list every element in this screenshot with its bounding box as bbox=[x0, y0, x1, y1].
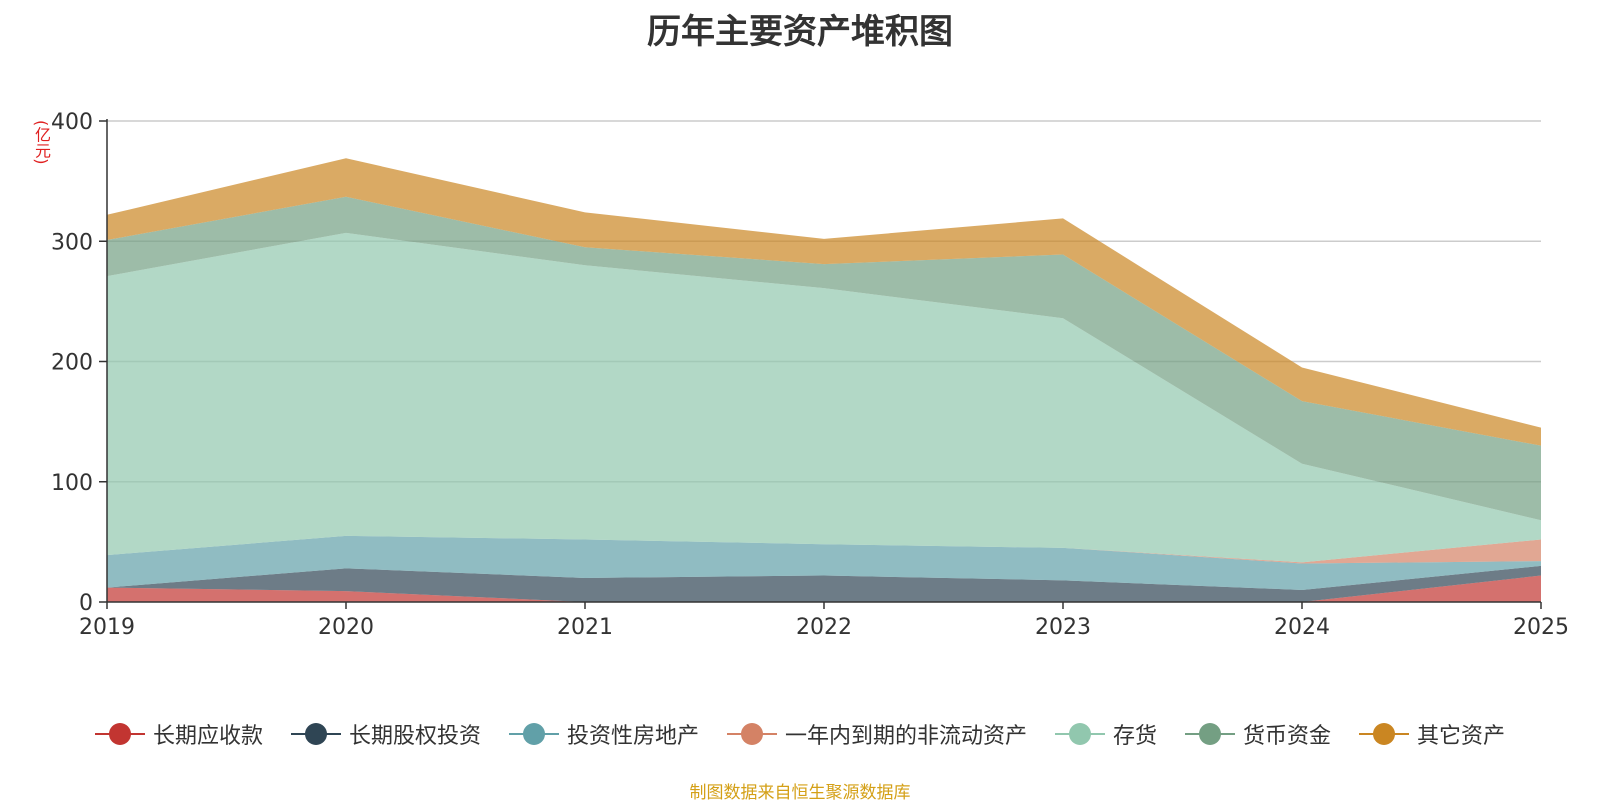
y-tick-label: 0 bbox=[79, 591, 93, 616]
y-tick-label: 400 bbox=[51, 110, 93, 135]
x-tick-label: 2022 bbox=[796, 615, 852, 640]
x-tick-label: 2025 bbox=[1513, 615, 1569, 640]
x-tick-label: 2023 bbox=[1035, 615, 1091, 640]
legend-label: 长期股权投资 bbox=[348, 724, 481, 749]
area-存货[interactable] bbox=[107, 232, 1541, 563]
axes: 0 100 200 300 400 2019 2020 2021 2022 2023 2024 202… bbox=[51, 110, 1569, 640]
legend-dot bbox=[1373, 723, 1396, 745]
legend-label: 货币资金 bbox=[1243, 724, 1332, 749]
y-tick-label: 200 bbox=[51, 351, 93, 376]
legend-marker-icon bbox=[726, 722, 777, 746]
x-tick-label: 2020 bbox=[318, 615, 374, 640]
y-tick-label: 100 bbox=[51, 471, 93, 496]
legend: 长期应收款 长期股权投资 投资性房地产 一年内到期的非流动资产 存货 货币资金 其它资产 bbox=[0, 718, 1600, 750]
legend-item[interactable]: 一年内到期的非流动资产 bbox=[726, 718, 1027, 750]
legend-dot bbox=[304, 723, 327, 745]
legend-item[interactable]: 其它资产 bbox=[1359, 718, 1505, 750]
legend-label: 投资性房地产 bbox=[566, 724, 699, 749]
area-货币资金[interactable] bbox=[107, 196, 1541, 521]
area-投资性房地产[interactable] bbox=[107, 535, 1541, 590]
y-axis-unit-label: (亿元) bbox=[32, 120, 51, 165]
legend-label: 存货 bbox=[1113, 724, 1158, 749]
legend-dot bbox=[1199, 723, 1222, 745]
legend-item[interactable]: 存货 bbox=[1055, 718, 1157, 750]
legend-dot bbox=[1069, 723, 1091, 745]
legend-item[interactable]: 长期应收款 bbox=[94, 718, 263, 750]
x-tick-label: 2024 bbox=[1274, 615, 1330, 640]
area-长期股权投资[interactable] bbox=[107, 565, 1541, 602]
legend-marker-icon bbox=[94, 722, 145, 746]
area-series bbox=[107, 158, 1541, 602]
source-note: 制图数据来自恒生聚源数据库 bbox=[689, 783, 911, 803]
legend-marker-icon bbox=[1055, 722, 1105, 746]
legend-marker-icon bbox=[1359, 722, 1410, 746]
legend-item[interactable]: 货币资金 bbox=[1185, 718, 1331, 750]
legend-label: 长期应收款 bbox=[152, 724, 263, 749]
legend-label: 其它资产 bbox=[1417, 724, 1506, 749]
legend-marker-icon bbox=[1185, 722, 1236, 746]
legend-dot bbox=[522, 723, 545, 745]
legend-label: 一年内到期的非流动资产 bbox=[784, 724, 1027, 749]
x-tick-label: 2021 bbox=[557, 615, 613, 640]
area-一年内到期的非流动资产[interactable] bbox=[107, 535, 1541, 564]
x-tick-label: 2019 bbox=[79, 615, 135, 640]
chart-title: 历年主要资产堆积图 bbox=[647, 12, 953, 52]
legend-item[interactable]: 长期股权投资 bbox=[290, 718, 481, 750]
legend-marker-icon bbox=[508, 722, 559, 746]
area-长期应收款[interactable] bbox=[107, 575, 1541, 602]
area-其它资产[interactable] bbox=[107, 158, 1541, 446]
legend-item[interactable]: 投资性房地产 bbox=[508, 718, 699, 750]
legend-marker-icon bbox=[290, 722, 341, 746]
legend-dot bbox=[108, 723, 131, 745]
legend-dot bbox=[740, 723, 763, 745]
y-tick-label: 300 bbox=[51, 230, 93, 255]
